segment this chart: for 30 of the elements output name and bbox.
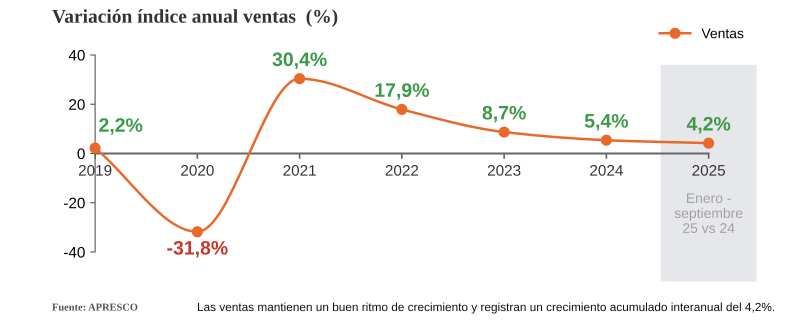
x-tick-label: 2025 <box>692 164 725 176</box>
data-label: 2,2% <box>99 118 142 135</box>
text: Las ventas mantienen un buen ritmo de crecimiento y registran un crecimiento acumulado interanual del 4,2%. <box>198 302 774 314</box>
point <box>498 126 510 138</box>
data-label: 8,7% <box>482 106 526 122</box>
source-note: Fuente: APRESCO <box>52 304 138 311</box>
chart-title: Variación índice anual ventas (%) <box>52 9 338 27</box>
point <box>294 73 306 84</box>
point <box>192 226 203 238</box>
y-tick-label: -20 <box>64 198 85 208</box>
x-tick-label: 2021 <box>283 164 316 176</box>
data-label: 5,4% <box>584 114 628 131</box>
x-tick-label: 2024 <box>590 164 623 176</box>
legend-label: Ventas <box>701 28 744 38</box>
point <box>90 142 101 154</box>
data-label: 17,9% <box>376 83 429 100</box>
band-label: Enero - septiembre 25 vs 24 <box>674 193 742 234</box>
data-label: -31,8% <box>167 240 228 258</box>
x-tick-label: 2022 <box>386 164 418 176</box>
y-tick-label: -40 <box>64 246 85 258</box>
data-label: 30,4% <box>272 52 327 69</box>
point <box>703 138 714 149</box>
point <box>396 104 408 115</box>
point <box>600 134 612 146</box>
x-tick-label: 2023 <box>488 164 520 176</box>
y-tick-label: 20 <box>69 99 85 110</box>
x-tick-label: 2020 <box>181 164 214 176</box>
y-tick-label: 0 <box>77 148 85 160</box>
data-label: 4,2% <box>686 116 730 134</box>
y-tick-label: 40 <box>68 50 85 61</box>
